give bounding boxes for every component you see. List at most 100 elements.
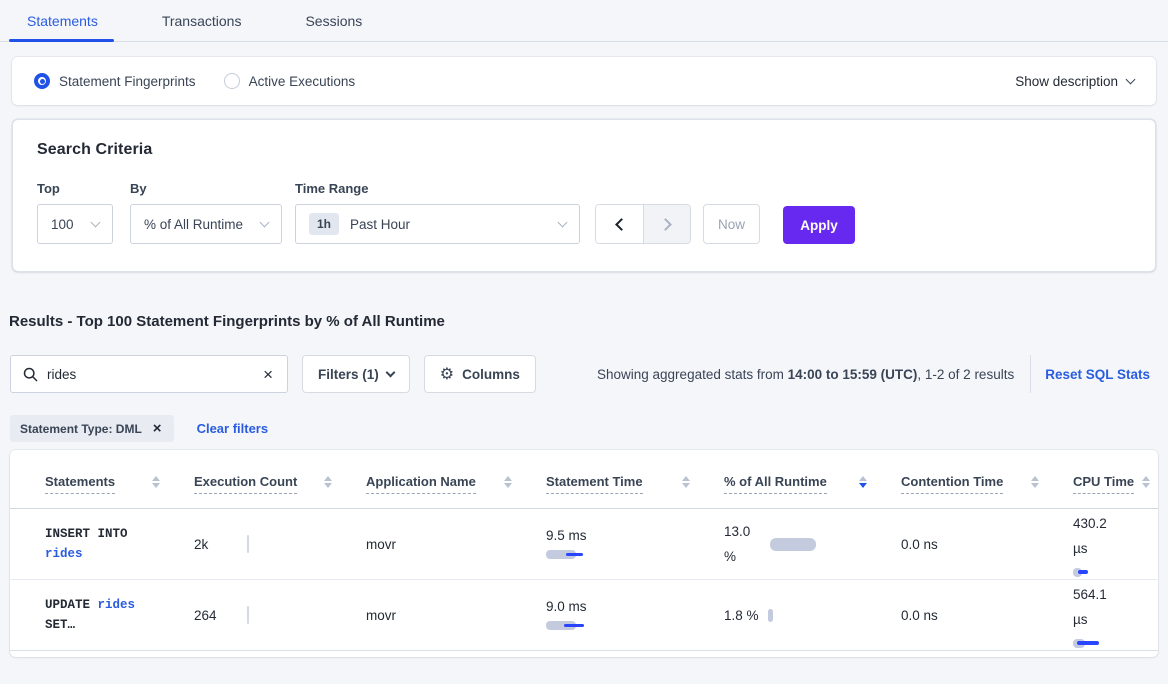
columns-button[interactable]: ⚙ Columns bbox=[423, 355, 536, 393]
statement-time-value: 9.0 ms bbox=[546, 599, 587, 614]
search-input[interactable] bbox=[47, 366, 262, 382]
value-bar-chart bbox=[770, 537, 816, 551]
clear-search-icon[interactable]: × bbox=[263, 364, 273, 384]
chevron-right-icon bbox=[658, 217, 672, 231]
apply-button-label: Apply bbox=[800, 217, 838, 233]
statement-line: INSERT INTO bbox=[45, 524, 174, 544]
chevron-left-icon bbox=[615, 217, 628, 231]
next-time-range-button[interactable] bbox=[643, 205, 690, 243]
statement-cell[interactable]: UPDATE rides SET… bbox=[45, 595, 194, 635]
chevron-down-icon bbox=[1125, 74, 1136, 85]
pct-runtime-cell: 1.8 % bbox=[724, 608, 901, 623]
application-name-cell: movr bbox=[366, 536, 396, 552]
statements-table: Statements Execution Count Application Nam… bbox=[10, 450, 1158, 657]
apply-button[interactable]: Apply bbox=[783, 206, 855, 244]
value-bar-chart bbox=[546, 621, 704, 631]
column-header-application-name[interactable]: Application Name bbox=[366, 450, 546, 508]
chevron-down-icon bbox=[259, 217, 270, 228]
table-row[interactable]: INSERT INTO rides 2k movr 9.5 ms 13.0 % 0.0 ns… bbox=[10, 509, 1158, 580]
cpu-time-cell: 430.2 µs bbox=[1073, 511, 1158, 578]
by-select-value: % of All Runtime bbox=[144, 216, 244, 232]
filters-button[interactable]: Filters (1) bbox=[302, 355, 410, 393]
sort-arrows-icon[interactable] bbox=[324, 475, 332, 493]
table-row[interactable]: UPDATE rides SET… 264 movr 9.0 ms 1.8 % 0.0 ns… bbox=[10, 580, 1158, 651]
execution-count-bar bbox=[247, 606, 249, 624]
statement-table-link[interactable]: rides bbox=[97, 598, 136, 612]
applied-filters-row: Statement Type: DML × Clear filters bbox=[10, 415, 1168, 442]
column-header-label: Statements bbox=[45, 474, 116, 494]
showing-stats-text: Showing aggregated stats from 14:00 to 1… bbox=[597, 366, 1015, 382]
search-icon bbox=[23, 367, 38, 381]
value-bar-chart bbox=[1073, 567, 1138, 578]
column-header-label: CPU Time bbox=[1073, 474, 1135, 494]
reset-sql-stats-link[interactable]: Reset SQL Stats bbox=[1045, 366, 1150, 382]
filter-pill-statement-type[interactable]: Statement Type: DML × bbox=[10, 415, 174, 442]
time-range-field: Time Range 1h Past Hour bbox=[295, 181, 580, 244]
search-criteria-panel: Search Criteria Top 100 By % of All Runt… bbox=[12, 119, 1156, 272]
column-header-label: Execution Count bbox=[194, 474, 298, 494]
remove-filter-icon[interactable]: × bbox=[152, 420, 162, 437]
statement-sql-text: INSERT INTO bbox=[45, 527, 128, 541]
radio-unselected-icon[interactable] bbox=[223, 73, 240, 89]
filter-pill-label: Statement Type: DML bbox=[20, 421, 142, 436]
column-header-of-all-runtime[interactable]: % of All Runtime bbox=[724, 450, 901, 508]
now-button-label: Now bbox=[717, 216, 745, 232]
column-header-statement-time[interactable]: Statement Time bbox=[546, 450, 724, 508]
tab-transactions-label: Transactions bbox=[161, 13, 242, 29]
column-header-statements[interactable]: Statements bbox=[45, 450, 194, 508]
column-header-label: Statement Time bbox=[546, 474, 643, 494]
column-header-contention-time[interactable]: Contention Time bbox=[901, 450, 1073, 508]
top-field: Top 100 bbox=[37, 181, 113, 244]
column-header-cpu-time[interactable]: CPU Time bbox=[1073, 450, 1158, 508]
column-header-label: % of All Runtime bbox=[724, 474, 827, 494]
time-range-select[interactable]: 1h Past Hour bbox=[295, 204, 580, 244]
sort-arrows-icon[interactable] bbox=[1142, 475, 1150, 493]
cpu-time-cell: 564.1 µs bbox=[1073, 582, 1158, 649]
top-select-value: 100 bbox=[51, 216, 74, 232]
statement-cell[interactable]: INSERT INTO rides bbox=[45, 524, 194, 564]
statement-table-link[interactable]: rides bbox=[45, 547, 83, 561]
tab-statements-label: Statements bbox=[27, 13, 98, 29]
column-header-label: Application Name bbox=[366, 474, 476, 494]
radio-active-executions[interactable]: Active Executions bbox=[223, 73, 356, 89]
application-name-cell: movr bbox=[366, 607, 396, 623]
execution-count-value: 264 bbox=[194, 607, 217, 623]
gear-icon: ⚙ bbox=[439, 366, 455, 383]
sort-arrows-icon[interactable] bbox=[504, 475, 512, 493]
sort-arrows-icon[interactable] bbox=[152, 475, 160, 493]
radio-statement-fingerprints[interactable]: Statement Fingerprints bbox=[34, 73, 196, 89]
show-description-label: Show description bbox=[1015, 73, 1118, 89]
search-criteria-title: Search Criteria bbox=[37, 141, 153, 158]
results-heading: Results - Top 100 Statement Fingerprints… bbox=[9, 313, 445, 330]
sort-arrows-icon[interactable] bbox=[682, 475, 690, 493]
radio-active-executions-label: Active Executions bbox=[248, 73, 356, 89]
execution-count-cell: 264 bbox=[194, 606, 366, 624]
tab-sessions[interactable]: Sessions bbox=[305, 2, 362, 41]
statement-line: SET… bbox=[45, 615, 174, 635]
statement-sql-text: UPDATE bbox=[45, 598, 98, 612]
column-header-execution-count[interactable]: Execution Count bbox=[194, 450, 366, 508]
vertical-divider bbox=[1030, 355, 1032, 393]
statement-time-cell: 9.0 ms bbox=[546, 599, 724, 631]
pct-runtime-value: 13.0 % bbox=[724, 524, 751, 564]
top-select[interactable]: 100 bbox=[37, 204, 113, 244]
radio-selected-icon[interactable] bbox=[34, 73, 50, 89]
now-button[interactable]: Now bbox=[703, 204, 760, 244]
clear-filters-link[interactable]: Clear filters bbox=[196, 421, 269, 436]
statement-line: UPDATE rides bbox=[45, 595, 174, 615]
value-bar-chart bbox=[767, 608, 773, 622]
results-controls-row: × Filters (1) ⚙ Columns Showing aggregat… bbox=[10, 355, 1158, 393]
show-description-toggle[interactable]: Show description bbox=[1015, 73, 1136, 89]
time-range-select-value: Past Hour bbox=[350, 216, 411, 232]
by-select[interactable]: % of All Runtime bbox=[130, 204, 282, 244]
statement-search-box[interactable]: × bbox=[10, 355, 288, 393]
filters-button-label: Filters (1) bbox=[318, 366, 379, 382]
columns-button-label: Columns bbox=[462, 366, 520, 382]
sort-arrows-icon[interactable] bbox=[859, 475, 867, 493]
tab-statements[interactable]: Statements bbox=[9, 2, 114, 42]
previous-time-range-button[interactable] bbox=[596, 205, 643, 243]
tab-transactions[interactable]: Transactions bbox=[162, 2, 242, 41]
sort-arrows-icon[interactable] bbox=[1031, 475, 1039, 493]
contention-time-cell: 0.0 ns bbox=[901, 536, 938, 552]
execution-count-value: 2k bbox=[194, 536, 209, 552]
